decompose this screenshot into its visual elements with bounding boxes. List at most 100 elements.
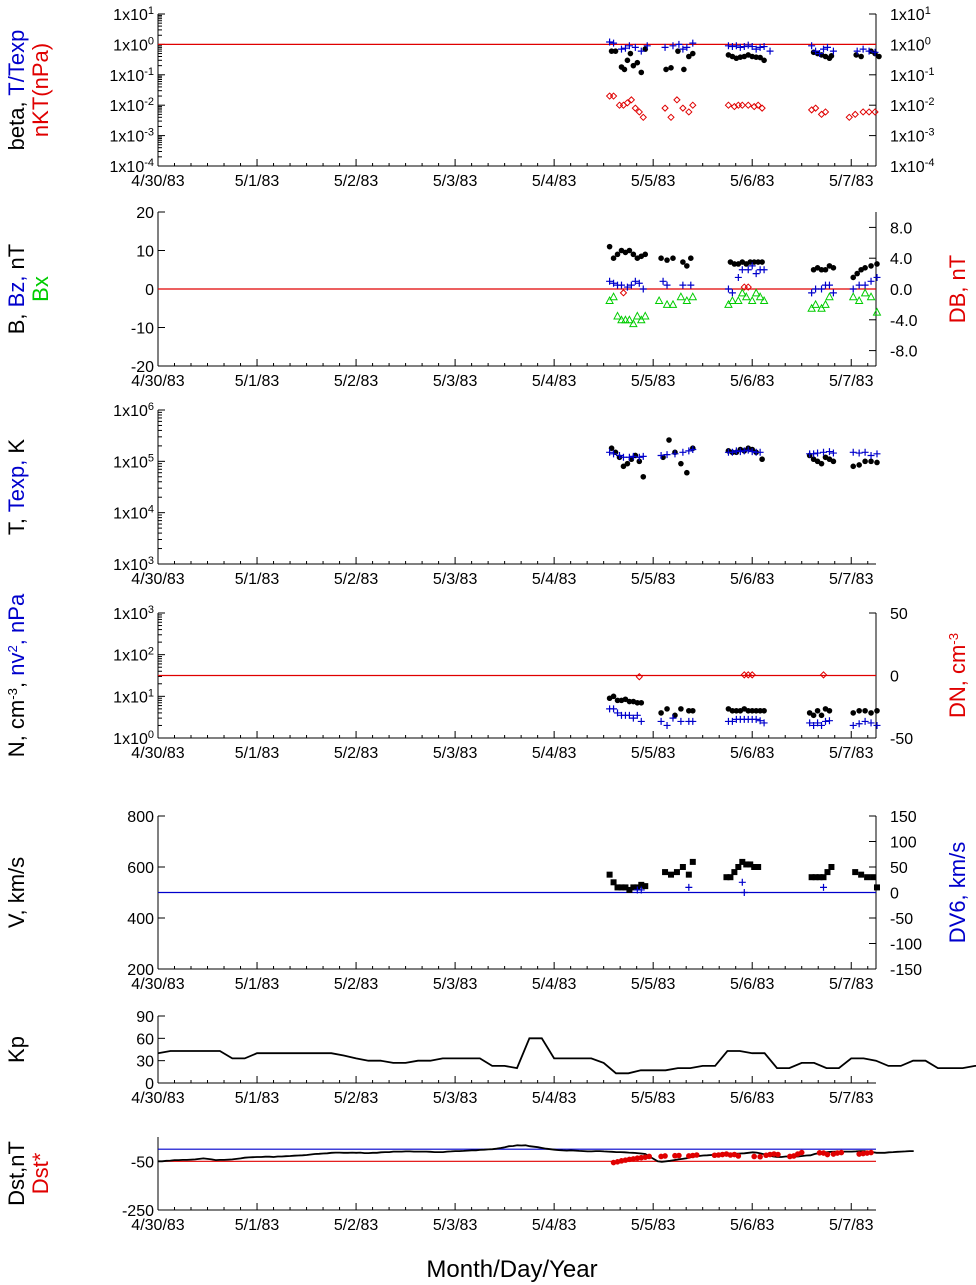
y-tick-label-base: 1x10: [113, 7, 148, 24]
y-tick-label: 1x105: [113, 452, 154, 471]
data-point: [744, 671, 752, 679]
y-tick-label-base: 1x10: [110, 129, 145, 146]
data-point: [646, 1153, 653, 1160]
right-tick-label: 1x10-4: [890, 157, 934, 176]
x-tick-label: 5/1/83: [235, 976, 280, 993]
data-point: [686, 53, 692, 60]
data-point: [826, 707, 833, 714]
data-point: [689, 39, 697, 47]
data-point: [820, 874, 827, 881]
data-point: [853, 52, 859, 58]
x-tick-label: 5/1/83: [235, 745, 280, 762]
data-point: [736, 43, 744, 51]
data-point: [619, 453, 627, 461]
data-point: [616, 451, 624, 459]
data-point: [631, 104, 640, 112]
x-tick-label: 5/6/83: [730, 745, 775, 762]
right-tick-label: -50: [890, 731, 913, 748]
data-point: [614, 884, 621, 891]
y-tick-label: 1x101: [113, 5, 154, 24]
y-tick-label: 1x100: [113, 35, 154, 54]
right-tick-label-base: 1x10: [890, 129, 925, 146]
data-point: [640, 311, 650, 320]
series-nkt-npa-: [605, 92, 879, 122]
data-point: [754, 101, 762, 109]
data-point: [668, 299, 678, 308]
data-point: [625, 711, 633, 719]
y-axis-label: Kp: [4, 1036, 29, 1063]
data-point: [618, 884, 625, 891]
data-point: [850, 710, 857, 716]
y-axis-label: N, cm-3, nv2, nPa: [4, 593, 29, 757]
data-point: [636, 458, 643, 465]
data-point: [739, 858, 746, 865]
x-tick-label: 5/6/83: [730, 571, 775, 588]
data-point: [748, 43, 756, 51]
data-point: [757, 54, 763, 61]
series-dv6: [633, 878, 828, 896]
series-n: [606, 693, 880, 719]
data-point: [876, 53, 882, 60]
data-point: [667, 871, 674, 878]
y-axis-label: V, km/s: [4, 857, 29, 928]
data-point: [610, 39, 618, 47]
data-point: [873, 273, 881, 281]
y-tick-label: 1x104: [113, 504, 154, 523]
series-dn: [635, 671, 828, 681]
y-tick-label-base: 1x10: [110, 98, 145, 115]
data-point: [759, 259, 765, 265]
right-tick-label-exp: -4: [925, 157, 935, 169]
x-tick-label: 5/1/83: [235, 1217, 280, 1234]
data-point: [859, 108, 867, 116]
y-tick-label: 1x10-4: [110, 157, 154, 176]
data-point: [744, 101, 752, 109]
x-tick-label: 5/7/83: [829, 976, 874, 993]
data-point: [816, 1150, 823, 1156]
data-point: [610, 879, 617, 886]
data-point: [808, 289, 816, 297]
data-point: [828, 864, 835, 870]
data-point: [678, 706, 684, 712]
data-point: [867, 451, 875, 459]
data-point: [619, 289, 628, 297]
right-tick-label-base: 1x10: [890, 68, 925, 85]
data-point: [740, 447, 748, 455]
series-beta: [608, 46, 882, 76]
data-point: [672, 1152, 678, 1159]
y-tick-label: 1x103: [113, 604, 154, 623]
x-tick-label: 5/6/83: [730, 1217, 775, 1234]
data-point: [637, 717, 645, 725]
data-point: [689, 101, 697, 109]
series-kp: [157, 1037, 976, 1075]
data-point: [662, 299, 672, 308]
data-point: [728, 448, 736, 456]
right-tick-label: 1x101: [890, 5, 931, 24]
data-point: [872, 307, 882, 316]
data-point: [748, 671, 756, 679]
series-t-texp: [606, 38, 879, 58]
right-tick-label: 0: [890, 669, 899, 686]
data-point: [818, 285, 826, 293]
data-point: [734, 295, 743, 305]
x-tick-label: 4/30/83: [131, 976, 184, 993]
data-point: [838, 1149, 845, 1156]
x-tick-label: 5/3/83: [433, 745, 478, 762]
right-tick-label: -4.0: [890, 313, 918, 330]
data-point: [854, 295, 864, 305]
y-axis-label-2: nKT(nPa): [28, 43, 53, 137]
x-tick-label: 5/2/83: [334, 373, 379, 390]
data-point: [775, 1151, 781, 1158]
y-tick-label: 400: [127, 911, 154, 928]
panel-beta: 4/30/83 5/1/83 5/2/83 5/3/83 5/4/83 5/5/83 5/6…: [4, 5, 934, 190]
x-tick-label: 5/4/83: [532, 745, 577, 762]
right-axis-label: DN, cm-3: [945, 633, 970, 718]
data-point: [868, 263, 874, 269]
data-point: [737, 288, 747, 297]
data-point: [812, 47, 820, 55]
data-point: [829, 449, 837, 457]
right-tick-label: 1x100: [890, 35, 931, 54]
data-point: [621, 44, 629, 52]
data-point: [669, 42, 677, 50]
y-tick-label-exp: 3: [148, 604, 154, 616]
data-point: [861, 448, 869, 456]
